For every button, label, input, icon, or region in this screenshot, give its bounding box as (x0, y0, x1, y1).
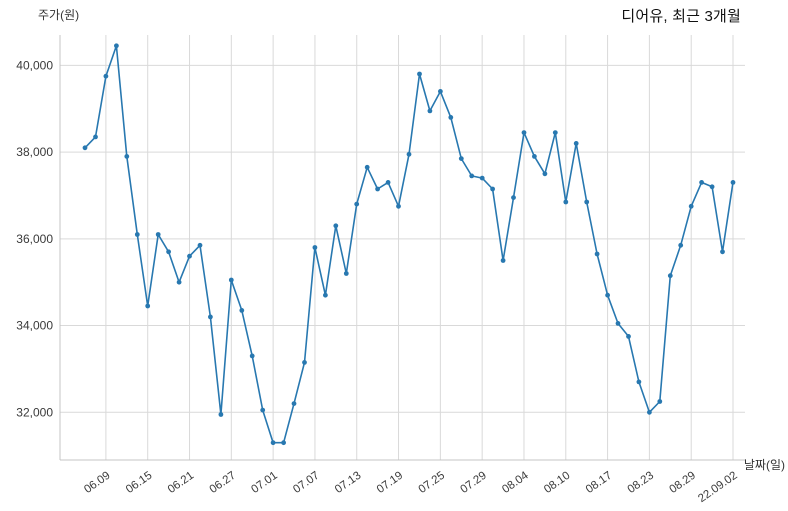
x-tick-label: 07.29 (458, 470, 488, 496)
data-point-marker (82, 145, 88, 151)
data-point-marker (354, 201, 360, 207)
data-point-marker (218, 412, 224, 417)
data-point-marker (688, 203, 694, 209)
data-point-marker (166, 249, 172, 255)
data-point-marker (657, 399, 663, 404)
data-point-marker (134, 232, 140, 237)
data-point-marker (187, 253, 192, 259)
data-point-marker (615, 321, 621, 326)
data-point-marker (458, 156, 464, 162)
data-point-marker (197, 242, 203, 248)
data-point-marker (114, 43, 119, 49)
data-point-marker (281, 440, 286, 446)
x-tick-label: 06.15 (124, 470, 154, 496)
x-tick-label: 07.25 (417, 470, 447, 496)
data-point-marker (730, 180, 736, 185)
data-point-marker (469, 173, 475, 179)
data-point-marker (176, 279, 182, 285)
data-point-marker (417, 71, 422, 77)
data-point-marker (573, 141, 579, 146)
y-axis-label: 주가(원) (38, 8, 80, 22)
data-point-marker (699, 180, 704, 185)
data-point-marker (406, 151, 412, 157)
data-point-marker (291, 401, 297, 406)
y-tick-label: 32,000 (16, 405, 53, 419)
data-point-marker (364, 164, 370, 170)
data-point-marker (270, 440, 276, 446)
data-point-marker (626, 334, 631, 339)
data-point-marker (490, 186, 495, 192)
data-point-marker (667, 273, 673, 279)
data-point-marker (427, 108, 433, 114)
x-tick-label: 06.21 (166, 470, 196, 496)
data-point-marker (542, 171, 548, 177)
x-tick-label: 07.07 (291, 470, 321, 496)
data-point-marker (208, 314, 213, 320)
x-tick-label: 08.23 (626, 470, 656, 496)
data-point-marker (155, 232, 161, 237)
data-point-marker (375, 186, 380, 192)
data-point-marker (239, 308, 245, 313)
x-tick-label: 07.13 (333, 470, 363, 496)
data-point-marker (720, 249, 725, 255)
data-point-marker (563, 199, 569, 205)
data-point-marker (521, 130, 527, 136)
data-point-marker (228, 277, 234, 283)
chart-title: 디어유, 최근 3개월 (621, 8, 741, 25)
data-point-marker (323, 292, 328, 298)
data-point-marker (385, 180, 391, 185)
data-point-marker (636, 379, 642, 385)
data-point-marker (396, 203, 401, 209)
data-point-marker (302, 360, 307, 365)
data-point-marker (532, 154, 537, 159)
x-axis-label: 날짜(일) (743, 458, 785, 472)
x-tick-label: 07.19 (375, 470, 405, 496)
y-tick-label: 40,000 (16, 58, 53, 72)
data-point-marker (448, 115, 454, 120)
data-point-marker (500, 258, 506, 263)
data-point-marker (93, 134, 98, 140)
data-point-marker (260, 407, 266, 413)
data-point-marker (678, 242, 684, 248)
data-point-marker (124, 154, 130, 159)
data-point-marker (511, 195, 516, 201)
data-point-marker (145, 303, 151, 309)
x-tick-label: 06.09 (82, 470, 112, 496)
data-point-marker (594, 251, 600, 257)
x-tick-label: 06.27 (208, 470, 238, 496)
data-point-marker (312, 245, 318, 250)
x-tick-label: 08.29 (667, 470, 697, 496)
data-point-marker (647, 409, 652, 415)
price-line (84, 44, 734, 444)
x-tick-label: 08.10 (542, 470, 572, 496)
y-tick-label: 36,000 (16, 232, 53, 246)
data-point-marker (479, 175, 485, 181)
data-point-marker (584, 199, 590, 205)
data-point-marker (103, 73, 109, 79)
x-tick-label: 22.09.02 (696, 470, 740, 506)
data-point-marker (709, 184, 715, 190)
data-point-marker (333, 223, 339, 229)
data-point-marker (552, 130, 558, 136)
y-tick-label: 38,000 (16, 145, 53, 159)
y-tick-label: 34,000 (16, 319, 53, 333)
x-tick-label: 08.17 (584, 470, 614, 496)
data-point-marker (605, 292, 610, 298)
x-tick-label: 08.04 (500, 469, 531, 496)
x-tick-label: 07.01 (249, 470, 279, 496)
data-point-marker (249, 353, 255, 359)
data-point-marker (343, 271, 349, 276)
data-point-marker (438, 89, 443, 94)
